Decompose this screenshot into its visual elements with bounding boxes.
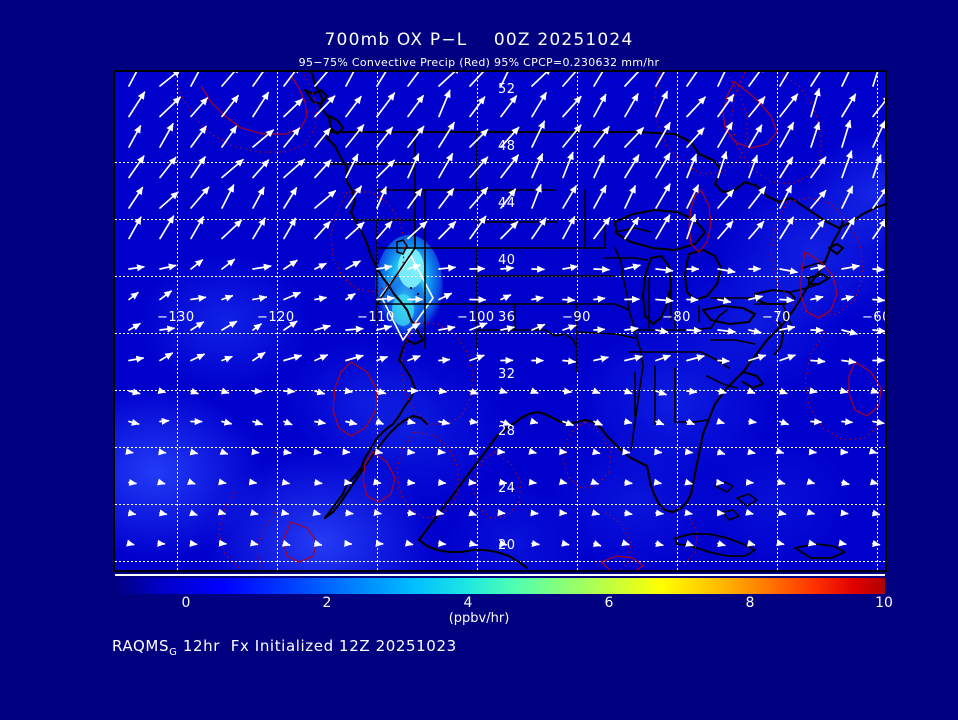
lon-tick-100: −100 xyxy=(457,310,495,325)
lon-tick-60: −60 xyxy=(862,310,886,325)
lon-tick-110: −110 xyxy=(357,310,395,325)
colorbar-tick-2: 2 xyxy=(322,595,332,611)
gridline-lat-48 xyxy=(115,219,886,220)
gridline-lon-80 xyxy=(677,72,678,571)
lat-tick-28: 28 xyxy=(498,424,516,439)
gridline-lat-40 xyxy=(115,333,886,334)
lon-tick-80: −80 xyxy=(662,310,691,325)
colorbar-units-label: (ppbv/hr) xyxy=(448,611,510,626)
lon-tick-120: −120 xyxy=(257,310,295,325)
gridline-lat-52 xyxy=(115,162,886,163)
colorbar-tick-6: 6 xyxy=(604,595,614,611)
colorbar-tick-0: 0 xyxy=(181,595,191,611)
lon-tick-70: −70 xyxy=(762,310,791,325)
wind-vector-field xyxy=(125,72,886,548)
model-caption: RAQMSG 12hr Fx Initialized 12Z 20251023 xyxy=(112,637,457,658)
forecast-info: 12hr Fx Initialized 12Z 20251023 xyxy=(177,637,457,655)
colorbar-tick-10: 10 xyxy=(875,595,893,611)
lat-tick-44: 44 xyxy=(498,196,516,211)
map-plot-area[interactable]: 52 48 44 40 36 32 28 24 20 −130 −120 −11… xyxy=(114,71,887,572)
colorbar-top-rule xyxy=(115,574,885,576)
lat-tick-32: 32 xyxy=(498,367,516,382)
page-subtitle: 95−75% Convective Precip (Red) 95% CPCP=… xyxy=(298,56,660,69)
lat-tick-24: 24 xyxy=(498,481,516,496)
colorbar[interactable] xyxy=(115,574,885,594)
model-name: RAQMS xyxy=(112,637,170,655)
page-title: 700mb OX P−L 00Z 20251024 xyxy=(324,30,634,50)
model-subscript: G xyxy=(169,647,178,658)
gridline-lon-120 xyxy=(277,72,278,571)
gridline-lat-24 xyxy=(115,561,886,562)
gridline-lon-70 xyxy=(777,72,778,571)
lat-tick-36: 36 xyxy=(498,310,516,325)
coastline-border-layer xyxy=(303,72,886,570)
lat-tick-20: 20 xyxy=(498,538,516,553)
colorbar-tick-4: 4 xyxy=(463,595,473,611)
lon-tick-90: −90 xyxy=(562,310,591,325)
gridline-lon-60 xyxy=(877,72,878,571)
lat-tick-52: 52 xyxy=(498,82,516,97)
gridline-lat-32 xyxy=(115,447,886,448)
lat-tick-48: 48 xyxy=(498,139,516,154)
colorbar-tick-8: 8 xyxy=(745,595,755,611)
lat-tick-40: 40 xyxy=(498,253,516,268)
colorbar-gradient xyxy=(115,578,885,594)
gridline-lat-28 xyxy=(115,504,886,505)
gridline-lon-130 xyxy=(177,72,178,571)
lon-tick-130: −130 xyxy=(157,310,195,325)
